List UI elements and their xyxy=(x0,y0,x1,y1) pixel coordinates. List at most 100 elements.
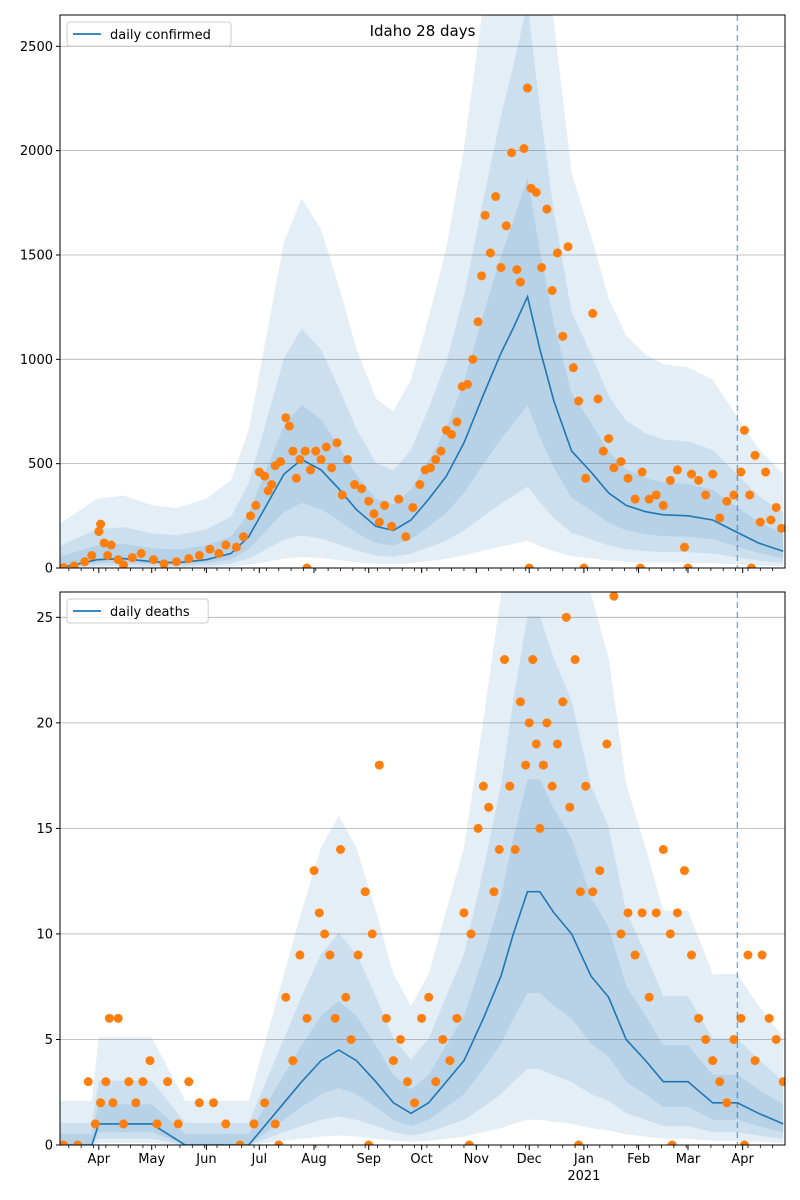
data-point xyxy=(337,490,347,500)
legend-box xyxy=(66,21,232,47)
data-point xyxy=(574,1140,584,1145)
data-point xyxy=(701,1034,711,1044)
data-point xyxy=(593,394,603,404)
data-point xyxy=(542,204,552,214)
data-point xyxy=(575,887,585,897)
data-point xyxy=(452,417,462,427)
data-point xyxy=(295,950,305,960)
legend-label: daily deaths xyxy=(110,605,190,620)
chart-panel-1: 0 500 1000 1500 2000 2500 Idaho 28 days daily c… xyxy=(20,14,786,577)
data-point xyxy=(462,379,472,389)
data-point xyxy=(238,532,248,542)
data-point xyxy=(630,494,640,504)
data-point xyxy=(83,1077,93,1087)
data-point xyxy=(235,1140,245,1145)
data-point xyxy=(635,563,645,568)
data-point xyxy=(581,781,591,791)
data-point xyxy=(103,550,113,560)
data-point xyxy=(464,1140,474,1145)
legend: daily confirmed xyxy=(66,21,232,47)
data-point xyxy=(104,1013,114,1023)
data-point xyxy=(538,760,548,770)
data-point xyxy=(136,548,146,558)
data-point xyxy=(637,908,647,918)
data-point xyxy=(131,1098,141,1108)
data-point xyxy=(275,457,285,467)
data-point xyxy=(159,559,169,568)
data-point xyxy=(321,442,331,452)
data-point xyxy=(672,465,682,475)
data-point xyxy=(302,563,312,568)
data-point xyxy=(320,929,330,939)
data-point xyxy=(630,950,640,960)
data-point xyxy=(473,823,483,833)
data-point xyxy=(305,465,315,475)
data-point xyxy=(330,1013,340,1023)
x-tick-label: Dec xyxy=(517,1152,542,1167)
data-point xyxy=(574,396,584,406)
data-point xyxy=(776,523,785,533)
data-point xyxy=(565,802,575,812)
data-point xyxy=(667,1140,677,1145)
uncertainty-band xyxy=(60,779,784,1145)
data-point xyxy=(401,532,411,542)
data-point xyxy=(388,1056,398,1066)
data-point xyxy=(665,475,675,485)
uncertainty-band xyxy=(60,15,784,568)
x-tick-label: Apr xyxy=(731,1152,754,1167)
uncertainty-band xyxy=(60,592,784,1145)
data-point xyxy=(468,354,478,364)
data-point xyxy=(750,450,760,460)
data-point xyxy=(291,473,301,483)
data-point xyxy=(478,781,488,791)
data-point xyxy=(552,739,562,749)
data-point xyxy=(380,500,390,510)
data-point xyxy=(755,517,765,527)
legend-box xyxy=(66,598,209,624)
data-point xyxy=(113,1013,123,1023)
data-point xyxy=(623,908,633,918)
data-point xyxy=(438,1034,448,1044)
data-point xyxy=(374,760,384,770)
data-point xyxy=(715,513,725,523)
data-point xyxy=(665,929,675,939)
data-point xyxy=(491,192,501,202)
data-point xyxy=(736,1013,746,1023)
y-tick-label: 0 xyxy=(45,562,53,577)
data-point xyxy=(360,887,370,897)
data-point xyxy=(531,187,541,197)
data-point xyxy=(672,908,682,918)
data-point xyxy=(94,526,104,536)
legend: daily deaths xyxy=(66,598,209,624)
data-point xyxy=(494,845,504,855)
data-point xyxy=(353,950,363,960)
data-point xyxy=(694,475,704,485)
data-point xyxy=(364,496,374,506)
data-point xyxy=(127,553,137,563)
data-point xyxy=(387,521,397,531)
data-point xyxy=(221,540,231,550)
x-tick-label: Jun xyxy=(195,1152,216,1167)
data-point xyxy=(425,463,435,473)
series-line xyxy=(60,890,784,1145)
data-point xyxy=(445,1056,455,1066)
data-point xyxy=(604,434,614,444)
data-point xyxy=(260,1098,270,1108)
data-point xyxy=(609,592,619,601)
data-point xyxy=(295,454,305,464)
data-point xyxy=(208,1098,218,1108)
data-point xyxy=(395,1034,405,1044)
data-point xyxy=(300,446,310,456)
x-tick-label: May xyxy=(138,1152,165,1167)
x-tick-label: Nov xyxy=(464,1152,490,1167)
data-point xyxy=(708,469,718,479)
legend-label: daily confirmed xyxy=(110,28,211,43)
data-point xyxy=(743,950,753,960)
x-tick-label: Jan xyxy=(573,1152,594,1167)
data-point xyxy=(496,263,506,273)
plot-area xyxy=(60,592,785,1145)
y-tick-label: 15 xyxy=(36,822,53,837)
y-tick-label: 0 xyxy=(45,1139,53,1154)
data-point xyxy=(73,1140,83,1145)
